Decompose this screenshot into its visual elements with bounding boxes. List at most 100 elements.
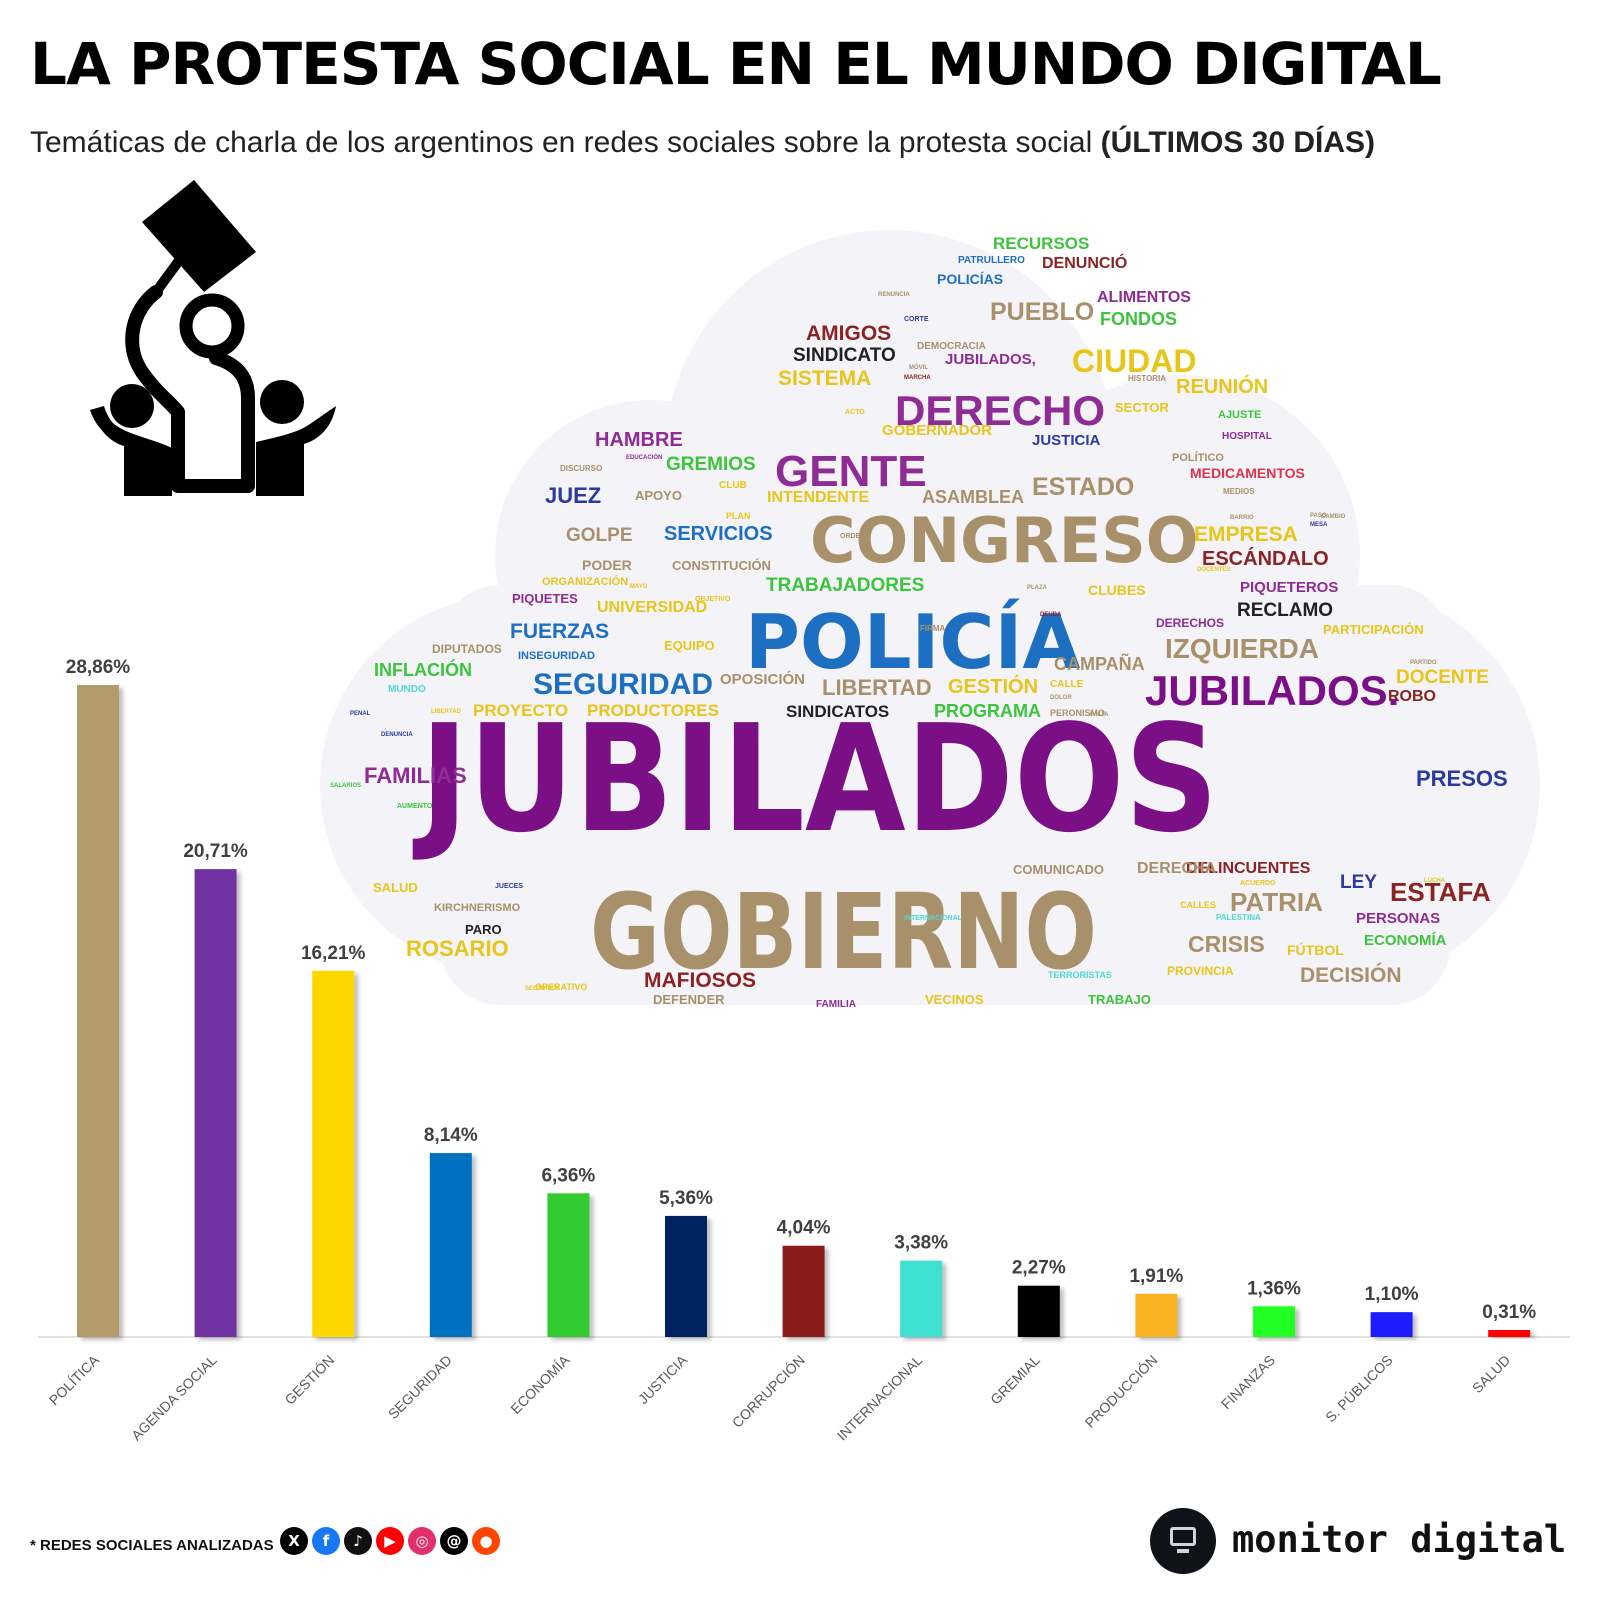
word-cloud-word: LEY	[1340, 872, 1377, 893]
word-cloud-word: DERECHOS	[1156, 616, 1225, 630]
word-cloud-word: FAMILIAS	[364, 763, 467, 788]
word-cloud-word: ECONOMÍA	[1364, 932, 1447, 949]
category-label: CORRUPCIÓN	[729, 1352, 808, 1431]
word-cloud-word: KIRCHNERISMO	[434, 902, 521, 914]
word-cloud-word: JUBILADOS.	[1145, 667, 1400, 714]
word-cloud-word: MAYO	[630, 584, 648, 590]
word-cloud-word: JUEZ	[545, 483, 602, 508]
word-cloud-word: ESCÁNDALO	[1202, 548, 1329, 570]
word-cloud-word: PRODUCTORES	[587, 701, 719, 720]
word-cloud-word: MESA	[1310, 522, 1328, 528]
bar-7	[782, 1245, 825, 1337]
category-label: SEGURIDAD	[385, 1352, 455, 1422]
word-cloud-word: JUSTICIA	[1032, 432, 1101, 449]
page-subtitle: Temáticas de charla de los argentinos en…	[30, 126, 1375, 160]
word-cloud-word: COMUNICADO	[1013, 862, 1104, 877]
bar-value-label: 3,38%	[894, 1233, 948, 1254]
protest-icon	[90, 180, 336, 496]
word-cloud-word: AJUSTE	[1218, 409, 1262, 421]
word-cloud-word: PROGRAMA	[934, 701, 1041, 721]
bar-value-label: 1,10%	[1365, 1284, 1419, 1305]
word-cloud-word: HAMBRE	[595, 429, 683, 451]
word-cloud-word: CAMPAÑA	[1054, 654, 1145, 674]
bar-4	[429, 1153, 472, 1337]
word-cloud-word: SINDICATOS	[786, 702, 890, 721]
word-cloud-word: HOSPITAL	[1222, 431, 1272, 442]
word-cloud-word: FONDOS	[1100, 309, 1178, 329]
category-label: JUSTICIA	[635, 1351, 691, 1407]
word-cloud-word: CLUBES	[1088, 582, 1146, 598]
word-cloud-word: POLICÍAS	[937, 271, 1004, 287]
facebook-icon: f	[312, 1527, 340, 1555]
word-cloud-word: PLAN	[726, 511, 751, 521]
category-label: GESTIÓN	[281, 1352, 337, 1408]
category-label: GREMIAL	[987, 1352, 1043, 1408]
word-cloud-word: TRABAJADORES	[766, 575, 925, 596]
bar-13	[1488, 1329, 1531, 1337]
word-cloud-word: PARTIDO	[1410, 660, 1437, 666]
subtitle-period: (ÚLTIMOS 30 DÍAS)	[1100, 126, 1376, 159]
word-cloud-word: ESTADO	[1032, 473, 1135, 501]
bar-value-label: 1,91%	[1129, 1266, 1183, 1287]
category-label: ECONOMÍA	[507, 1351, 573, 1417]
word-cloud-word: DERECHA	[1137, 860, 1217, 877]
word-cloud-word: OBJETIVO	[695, 596, 731, 603]
word-cloud-word: GESTIÓN	[948, 676, 1039, 698]
word-cloud-word: PLAZA	[1027, 585, 1047, 591]
word-cloud-word: PARO	[465, 922, 502, 937]
instagram-icon: ◎	[408, 1527, 436, 1555]
category-label: POLÍTICA	[46, 1351, 103, 1408]
word-cloud-word: AUMENTO	[397, 803, 433, 810]
word-cloud-word: ACUERDO	[1240, 880, 1276, 887]
page-title: LA PROTESTA SOCIAL EN EL MUNDO DIGITAL	[30, 30, 1442, 98]
word-cloud-word: PROYECTO	[473, 701, 569, 720]
brand-name: monitor digital	[1232, 1518, 1567, 1561]
word-cloud-word: JUBILADOS	[420, 693, 1219, 865]
word-cloud-word: DEUDA	[1040, 612, 1062, 618]
word-cloud-word: GOLPE	[566, 525, 633, 546]
word-cloud-word: TERRORISTAS	[1048, 970, 1112, 980]
bar-value-label: 16,21%	[301, 943, 366, 964]
word-cloud-word: DISCURSO	[560, 464, 603, 473]
word-cloud-word: DENUNCIA	[381, 732, 413, 738]
category-label: SALUD	[1469, 1352, 1513, 1396]
word-cloud-word: GOBERNADOR	[882, 422, 993, 439]
word-cloud-word: PATRIA	[1230, 887, 1323, 917]
x-icon: X	[280, 1527, 308, 1555]
bar-value-label: 20,71%	[183, 841, 248, 862]
bar-value-label: 28,86%	[66, 657, 131, 678]
bar-value-label: 4,04%	[777, 1218, 831, 1239]
word-cloud-word: FUERZAS	[510, 620, 610, 643]
word-cloud-word: UNIVERSIDAD	[597, 599, 708, 616]
word-cloud-word: DEFENDER	[653, 992, 725, 1007]
word-cloud-word: FIRMA	[920, 624, 946, 633]
bar-6	[665, 1215, 707, 1337]
word-cloud-word: REUNIÓN	[1176, 376, 1269, 398]
word-cloud-word: CONSTITUCIÓN	[672, 558, 771, 573]
bar-value-label: 5,36%	[659, 1188, 713, 1209]
monitor-digital-logo-icon	[1150, 1508, 1216, 1574]
bar-2	[194, 869, 237, 1337]
word-cloud-word: DELINCUENTES	[1186, 860, 1311, 877]
word-cloud-word: PERONISMO	[1050, 708, 1106, 718]
social-networks-note: * REDES SOCIALES ANALIZADAS	[30, 1537, 274, 1554]
word-cloud-word: ORDEN	[840, 533, 866, 540]
word-cloud-word: DOCENTE	[1396, 667, 1489, 688]
word-cloud-word: DECISIÓN	[1300, 964, 1402, 987]
word-cloud-word: OPERATIVO	[535, 982, 588, 992]
word-cloud-word: AMIGOS	[806, 322, 892, 345]
word-cloud-word: PALESTINA	[1216, 913, 1261, 922]
word-cloud-word: APOYO	[635, 488, 682, 503]
word-cloud-word: PERSONAS	[1356, 910, 1441, 927]
word-cloud-word: CIUDAD	[1072, 343, 1197, 379]
word-cloud-word: POLÍTICO	[1172, 452, 1224, 464]
bar-12	[1370, 1312, 1413, 1337]
word-cloud-word: GENTE	[775, 447, 927, 496]
word-cloud-word: RECURSOS	[993, 234, 1090, 253]
word-cloud-word: CALLE	[1050, 679, 1084, 690]
word-cloud-word: ALIMENTOS	[1097, 289, 1191, 306]
word-cloud-word: FÚTBOL	[1287, 942, 1344, 958]
word-cloud-word: ROSARIO	[406, 936, 509, 961]
cloud-background	[320, 230, 1540, 1005]
word-cloud-word: INSEGURIDAD	[518, 650, 596, 662]
